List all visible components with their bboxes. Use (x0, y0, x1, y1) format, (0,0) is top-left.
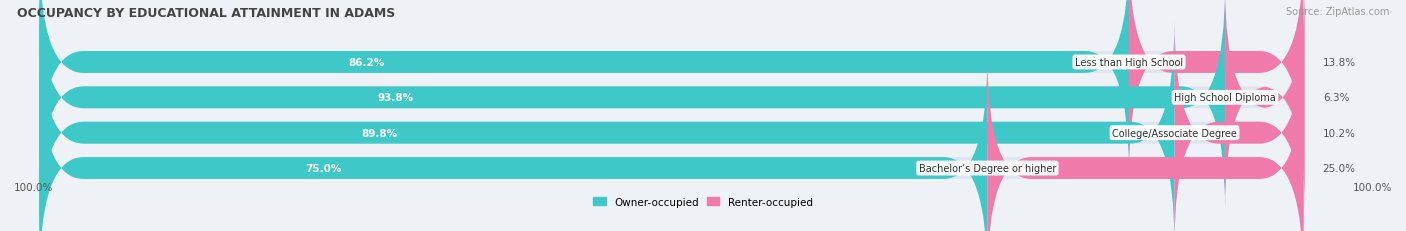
FancyBboxPatch shape (39, 21, 1174, 231)
FancyBboxPatch shape (1225, 0, 1305, 210)
Text: 100.0%: 100.0% (14, 183, 53, 193)
Text: OCCUPANCY BY EDUCATIONAL ATTAINMENT IN ADAMS: OCCUPANCY BY EDUCATIONAL ATTAINMENT IN A… (17, 7, 395, 20)
Text: 13.8%: 13.8% (1323, 58, 1355, 68)
Text: 25.0%: 25.0% (1323, 163, 1355, 173)
FancyBboxPatch shape (1129, 0, 1303, 175)
Text: Source: ZipAtlas.com: Source: ZipAtlas.com (1285, 7, 1389, 17)
Text: 93.8%: 93.8% (377, 93, 413, 103)
FancyBboxPatch shape (39, 0, 1303, 175)
Text: 86.2%: 86.2% (349, 58, 384, 68)
Text: 10.2%: 10.2% (1323, 128, 1355, 138)
FancyBboxPatch shape (39, 0, 1225, 210)
FancyBboxPatch shape (39, 56, 1303, 231)
Text: College/Associate Degree: College/Associate Degree (1112, 128, 1237, 138)
Text: Bachelor’s Degree or higher: Bachelor’s Degree or higher (918, 163, 1056, 173)
Text: High School Diploma: High School Diploma (1174, 93, 1277, 103)
Text: 6.3%: 6.3% (1323, 93, 1350, 103)
FancyBboxPatch shape (39, 0, 1303, 210)
FancyBboxPatch shape (39, 21, 1303, 231)
Text: 75.0%: 75.0% (305, 163, 342, 173)
FancyBboxPatch shape (1174, 21, 1303, 231)
Text: 100.0%: 100.0% (1353, 183, 1392, 193)
Text: 89.8%: 89.8% (361, 128, 398, 138)
FancyBboxPatch shape (39, 0, 1129, 175)
Text: Less than High School: Less than High School (1076, 58, 1182, 68)
FancyBboxPatch shape (987, 56, 1303, 231)
FancyBboxPatch shape (39, 56, 987, 231)
Legend: Owner-occupied, Renter-occupied: Owner-occupied, Renter-occupied (589, 193, 817, 211)
